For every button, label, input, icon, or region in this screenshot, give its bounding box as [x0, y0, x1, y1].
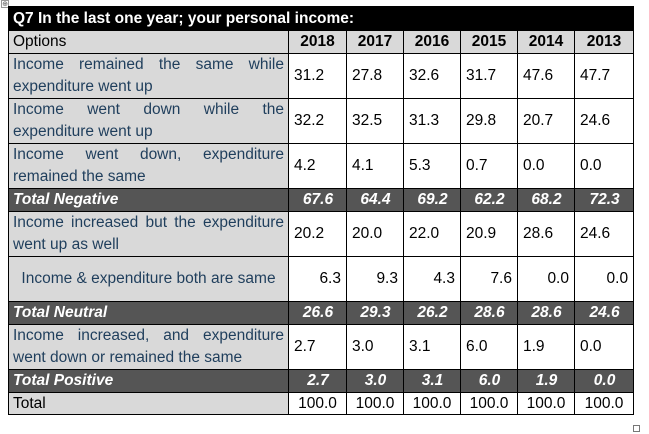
cell-value: 22.0	[403, 211, 461, 257]
row-label: Income increased but the expenditure wen…	[8, 211, 289, 257]
cell-value: 0.0	[573, 143, 635, 189]
income-table: Q7 In the last one year; your personal i…	[7, 6, 635, 415]
cell-value: 6.0	[460, 369, 518, 393]
cell-value: 0.0	[573, 324, 635, 370]
cell-value: 26.2	[403, 301, 461, 325]
year-header: 2017	[346, 30, 404, 54]
cell-value: 0.7	[460, 143, 518, 189]
row-label: Total Neutral	[8, 301, 289, 325]
row-label: Income went down, expenditure remained t…	[8, 143, 289, 189]
year-header: 2015	[460, 30, 518, 54]
cell-value: 100.0	[403, 392, 461, 415]
cell-value: 32.6	[403, 53, 461, 99]
cell-value: 3.0	[346, 369, 404, 393]
cell-value: 1.9	[517, 324, 575, 370]
cell-value: 2.7	[288, 369, 347, 393]
cell-value: 100.0	[346, 392, 404, 415]
row-label: Income remained the same while expenditu…	[8, 53, 289, 99]
cell-value: 31.2	[288, 53, 347, 99]
cell-value: 64.4	[346, 188, 404, 212]
cell-value: 28.6	[460, 301, 518, 325]
cell-value: 69.2	[403, 188, 461, 212]
cell-value: 3.1	[403, 324, 461, 370]
cell-value: 24.6	[573, 301, 635, 325]
table-row: Income went down while the expenditure w…	[8, 98, 635, 144]
total-neutral-row: Total Neutral 26.6 29.3 26.2 28.6 28.6 2…	[8, 301, 635, 325]
cell-value: 67.6	[288, 188, 347, 212]
cell-value: 32.5	[346, 98, 404, 144]
cell-value: 100.0	[460, 392, 518, 415]
cell-value: 24.6	[573, 211, 635, 257]
total-row: Total 100.0 100.0 100.0 100.0 100.0 100.…	[8, 392, 635, 415]
cell-value: 26.6	[288, 301, 347, 325]
cell-value: 68.2	[517, 188, 575, 212]
cell-value: 20.7	[517, 98, 575, 144]
cell-value: 29.3	[346, 301, 404, 325]
cell-value: 47.6	[517, 53, 575, 99]
table-move-handle-icon[interactable]: ⊕	[1, 0, 9, 8]
year-header: 2016	[403, 30, 461, 54]
cell-value: 6.3	[288, 256, 347, 302]
cell-value: 9.3	[346, 256, 404, 302]
year-header: 2014	[517, 30, 575, 54]
cell-value: 4.3	[403, 256, 461, 302]
row-label: Income increased, and expenditure went d…	[8, 324, 289, 370]
cell-value: 3.1	[403, 369, 461, 393]
total-negative-row: Total Negative 67.6 64.4 69.2 62.2 68.2 …	[8, 188, 635, 212]
table-resize-handle-icon[interactable]	[633, 425, 640, 432]
cell-value: 0.0	[573, 256, 635, 302]
table-row: Income increased but the expenditure wen…	[8, 211, 635, 257]
row-label: Income went down while the expenditure w…	[8, 98, 289, 144]
row-label: Income & expenditure both are same	[8, 256, 289, 302]
row-label: Total Negative	[8, 188, 289, 212]
table-title: Q7 In the last one year; your personal i…	[7, 6, 635, 31]
cell-value: 24.6	[573, 98, 635, 144]
cell-value: 4.1	[346, 143, 404, 189]
cell-value: 7.6	[460, 256, 518, 302]
cell-value: 100.0	[517, 392, 575, 415]
row-label: Total Positive	[8, 369, 289, 393]
cell-value: 28.6	[517, 301, 575, 325]
cell-value: 27.8	[346, 53, 404, 99]
cell-value: 28.6	[517, 211, 575, 257]
cell-value: 47.7	[573, 53, 635, 99]
cell-value: 62.2	[460, 188, 518, 212]
cell-value: 72.3	[573, 188, 635, 212]
options-header: Options	[8, 30, 289, 54]
year-header: 2018	[288, 30, 347, 54]
cell-value: 20.0	[346, 211, 404, 257]
cell-value: 20.2	[288, 211, 347, 257]
cell-value: 20.9	[460, 211, 518, 257]
table-row: Income & expenditure both are same 6.3 9…	[8, 256, 635, 302]
cell-value: 0.0	[573, 369, 635, 393]
table-row: Income went down, expenditure remained t…	[8, 143, 635, 189]
cell-value: 0.0	[517, 143, 575, 189]
table-row: Income remained the same while expenditu…	[8, 53, 635, 99]
header-row: Options 2018 2017 2016 2015 2014 2013	[8, 30, 635, 54]
cell-value: 32.2	[288, 98, 347, 144]
cell-value: 2.7	[288, 324, 347, 370]
cell-value: 100.0	[573, 392, 635, 415]
row-label: Total	[8, 392, 289, 415]
cell-value: 1.9	[517, 369, 575, 393]
title-row: Q7 In the last one year; your personal i…	[7, 6, 635, 31]
total-positive-row: Total Positive 2.7 3.0 3.1 6.0 1.9 0.0	[8, 369, 635, 393]
cell-value: 31.3	[403, 98, 461, 144]
year-header: 2013	[573, 30, 635, 54]
cell-value: 0.0	[517, 256, 575, 302]
cell-value: 100.0	[288, 392, 347, 415]
cell-value: 3.0	[346, 324, 404, 370]
table-row: Income increased, and expenditure went d…	[8, 324, 635, 370]
cell-value: 31.7	[460, 53, 518, 99]
cell-value: 5.3	[403, 143, 461, 189]
cell-value: 29.8	[460, 98, 518, 144]
cell-value: 6.0	[460, 324, 518, 370]
cell-value: 4.2	[288, 143, 347, 189]
